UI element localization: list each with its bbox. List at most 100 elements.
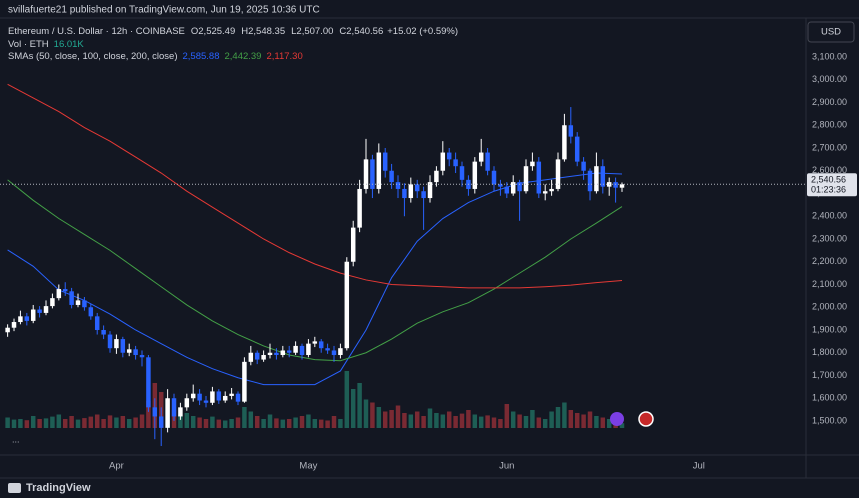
candle-body [389, 170, 394, 183]
candle-body [523, 166, 529, 192]
candle-body [363, 159, 369, 189]
volume-bar [101, 419, 106, 428]
volume-bar [235, 417, 241, 428]
candle-body [197, 393, 202, 401]
candle-body [254, 352, 260, 360]
candle-body [562, 125, 567, 160]
candle-body [82, 300, 87, 308]
candle-body [421, 191, 426, 199]
sma-line [7, 179, 623, 362]
candle-body [459, 166, 465, 180]
candle-body [325, 348, 330, 351]
last-price-label: 2,540.56 [811, 175, 846, 185]
volume-bar [376, 407, 382, 428]
candle-body [139, 355, 145, 358]
volume-bar [107, 415, 113, 428]
volume-bar [568, 410, 574, 428]
candle-body [530, 161, 535, 167]
volume-bar [261, 419, 266, 428]
candle-body [286, 350, 292, 353]
candle-body [613, 182, 618, 188]
bar-countdown: 01:23:36 [811, 185, 846, 195]
volume-bar [389, 410, 394, 428]
y-tick-label: 2,300.00 [812, 233, 847, 243]
volume-bar [427, 408, 433, 428]
y-tick-label: 1,900.00 [812, 324, 847, 334]
volume-bar [242, 407, 247, 428]
candle-body [312, 341, 318, 344]
candle-body [581, 161, 586, 171]
candle-body [126, 349, 132, 353]
ohlc-key: L [291, 26, 296, 37]
candle-body [133, 349, 138, 356]
candle-body [318, 341, 324, 349]
volume-bar [421, 416, 426, 428]
volume-bar [43, 418, 49, 428]
volume-bar [517, 414, 522, 428]
volume-bar [5, 417, 10, 428]
volume-bar [114, 417, 119, 428]
more-indicator[interactable]: ... [12, 434, 20, 444]
candle-body [75, 300, 81, 305]
candle-body [594, 166, 599, 192]
volume-bar [434, 413, 439, 428]
y-tick-label: 1,700.00 [812, 370, 847, 380]
candle-body [152, 407, 158, 417]
volume-bar [446, 411, 452, 428]
candle-body [498, 184, 503, 187]
y-tick-label: 2,900.00 [812, 97, 847, 107]
volume-bar [299, 416, 305, 428]
ohlc-key: O [191, 26, 198, 37]
candle-body [542, 191, 548, 194]
volume-legend: Vol · ETH 16.01K [8, 39, 84, 50]
candle-body [261, 355, 266, 360]
volume-bar [293, 417, 298, 428]
volume-bar [395, 405, 401, 428]
flag-icon[interactable] [638, 411, 654, 427]
y-tick-label: 2,800.00 [812, 120, 847, 130]
candle-body [331, 350, 337, 356]
x-tick-label: Jul [693, 461, 705, 472]
candle-body [94, 316, 100, 330]
y-tick-label: 2,000.00 [812, 302, 847, 312]
volume-bar [69, 416, 74, 428]
volume-bar [402, 413, 407, 428]
candle-body [376, 152, 382, 189]
candle-body [267, 352, 273, 356]
event-icon[interactable] [610, 412, 624, 426]
candle-body [344, 261, 350, 349]
candle-body [536, 161, 542, 194]
candle-body [242, 361, 247, 402]
volume-bar [312, 419, 318, 428]
candle-body [107, 334, 113, 349]
volume-bar [133, 417, 138, 428]
volume-bar [606, 419, 612, 428]
candle-body [165, 398, 170, 428]
candle-body [440, 152, 446, 171]
volume-bar [210, 416, 215, 428]
plot-area [0, 83, 806, 447]
candle-body [485, 152, 490, 171]
candle-body [402, 188, 407, 199]
volume-bar [331, 416, 337, 428]
volume-bar [523, 416, 529, 428]
candle-body [549, 188, 554, 192]
volume-bar [472, 414, 478, 428]
candle-body [350, 227, 356, 262]
x-tick-label: Apr [109, 461, 124, 472]
volume-bar [24, 420, 30, 428]
y-tick-label: 2,600.00 [812, 165, 847, 175]
logo-mark [8, 483, 21, 493]
brand: TradingView [26, 482, 91, 494]
x-tick-label: May [299, 461, 317, 472]
candle-body [248, 352, 254, 362]
volume-bar [88, 416, 94, 428]
volume-bar [30, 416, 36, 428]
candle-body [216, 391, 222, 401]
currency[interactable]: USD [821, 27, 841, 38]
change: +15.02 (+0.59%) [387, 26, 458, 37]
candle-body [5, 327, 10, 333]
currency-box[interactable] [807, 21, 855, 43]
volume-bar [498, 419, 503, 428]
candle-body [222, 395, 228, 401]
